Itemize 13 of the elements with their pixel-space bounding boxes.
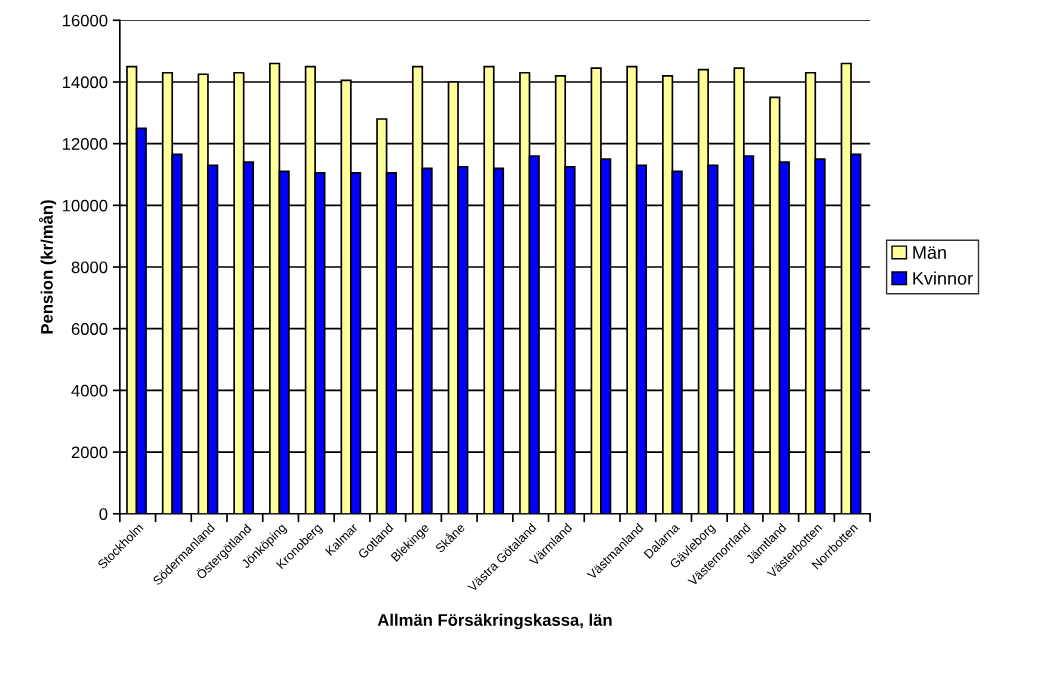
y-tick-label: 4000 — [71, 384, 108, 397]
legend-label: Kvinnor — [913, 271, 973, 285]
y-tick-label: 6000 — [71, 323, 108, 335]
y-tick-label: 16000 — [62, 14, 108, 27]
y-tick-label: 10000 — [62, 199, 108, 212]
y-tick-label: 2000 — [71, 446, 108, 459]
y-tick-label: 8000 — [71, 261, 108, 274]
y-tick-label: 14000 — [62, 76, 108, 89]
legend-label: Män — [913, 246, 946, 259]
y-axis-title: Pension (kr/mån) — [38, 200, 57, 334]
y-tick-label: 12000 — [62, 138, 108, 150]
x-axis-title: Allmän Försäkringskassa, län — [377, 613, 612, 630]
y-tick-label: 0 — [99, 508, 108, 520]
